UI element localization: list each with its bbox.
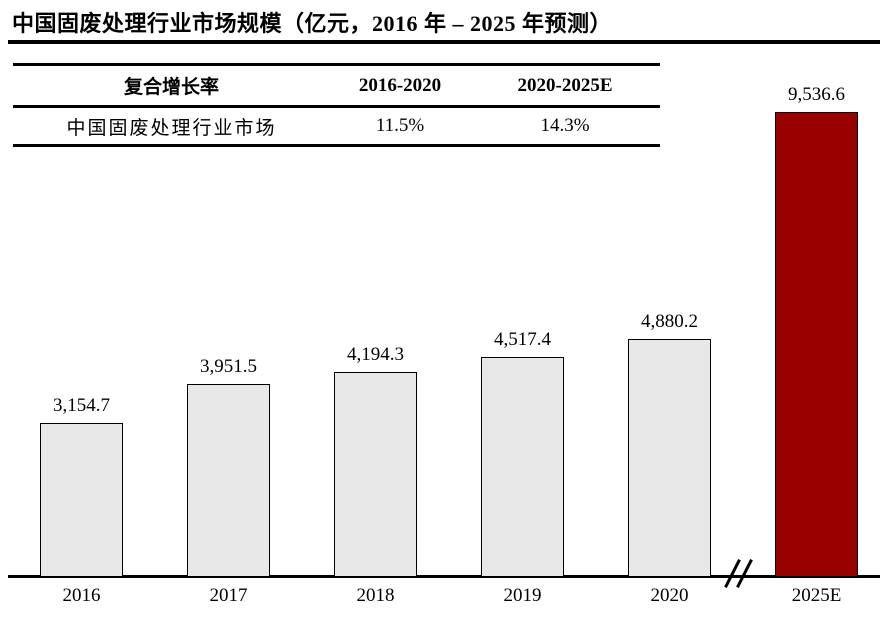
table-cell: 14.3% (540, 115, 590, 136)
bar-value-label: 4,517.4 (494, 328, 551, 350)
bar-2025E (775, 111, 858, 577)
x-axis-label: 2016 (62, 585, 101, 606)
x-axis-line (8, 575, 880, 578)
table-cell: 中国固废处理行业市场 (66, 117, 277, 139)
x-axis-label: 2018 (356, 585, 395, 606)
bar-value-label: 3,951.5 (200, 356, 257, 378)
table-header-cell: 2016-2020 (358, 74, 442, 96)
bar-2017 (187, 384, 270, 577)
x-axis-label: 2017 (209, 585, 248, 606)
bar-value-label: 4,880.2 (641, 310, 698, 332)
title-underline (8, 40, 880, 44)
bar-2016 (40, 423, 123, 577)
table-cell: 11.5% (375, 115, 425, 136)
bar-2020 (628, 338, 711, 577)
x-axis-label: 2019 (503, 585, 542, 606)
chart-title: 中国固废处理行业市场规模（亿元，2016 年 – 2025 年预测） (12, 11, 613, 36)
x-axis-label: 2025E (791, 585, 842, 606)
bar-value-label: 3,154.7 (53, 395, 110, 417)
table-header-cell: 复合增长率 (123, 77, 219, 98)
x-axis-label: 2020 (650, 585, 689, 606)
bar-value-label: 9,536.6 (788, 83, 845, 105)
bar-2018 (334, 372, 417, 577)
table-header-cell: 2020-2025E (517, 74, 613, 96)
bar-value-label: 4,194.3 (347, 344, 404, 366)
table-data-row: 中国固废处理行业市场 11.5% 14.3% (13, 108, 660, 147)
cagr-table: 复合增长率 2016-2020 2020-2025E 中国固废处理行业市场 11.5%… (13, 63, 660, 147)
bar-2019 (481, 356, 564, 577)
table-header-row: 复合增长率 2016-2020 2020-2025E (13, 63, 660, 108)
